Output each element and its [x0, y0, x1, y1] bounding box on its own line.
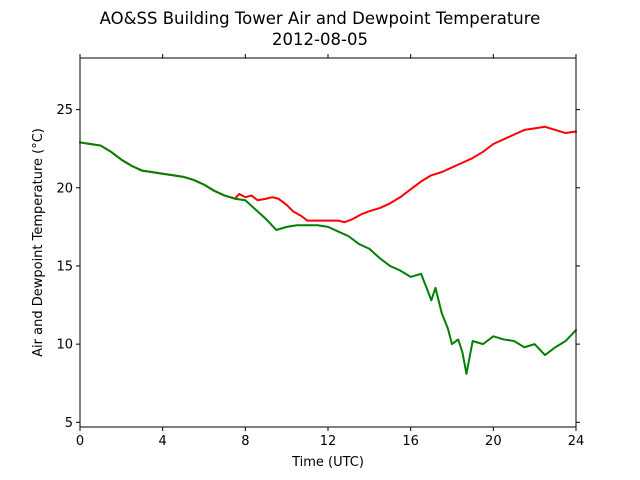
chart-title: AO&SS Building Tower Air and Dewpoint Te… [100, 9, 541, 28]
y-tick-label: 10 [56, 338, 73, 353]
y-tick-label: 15 [56, 259, 73, 274]
x-tick-label: 8 [241, 434, 249, 449]
y-tick-label: 20 [56, 181, 73, 196]
dewpoint-temperature-line [79, 141, 577, 375]
y-axis-label: Air and Dewpoint Temperature (°C) [31, 128, 46, 357]
x-axis: 0 4 8 12 16 20 24 [76, 54, 584, 449]
x-axis-label: Time (UTC) [291, 455, 364, 470]
series-layer [79, 125, 577, 375]
y-tick-label: 5 [65, 416, 73, 431]
x-tick-label: 0 [76, 434, 84, 449]
x-tick-label: 12 [320, 434, 337, 449]
chart-subtitle: 2012-08-05 [272, 30, 368, 49]
x-tick-label: 4 [159, 434, 167, 449]
y-tick-label: 25 [56, 103, 73, 118]
x-tick-label: 16 [402, 434, 419, 449]
x-tick-label: 24 [568, 434, 585, 449]
y-axis: 5 10 15 20 25 [56, 103, 580, 431]
x-tick-label: 20 [485, 434, 502, 449]
